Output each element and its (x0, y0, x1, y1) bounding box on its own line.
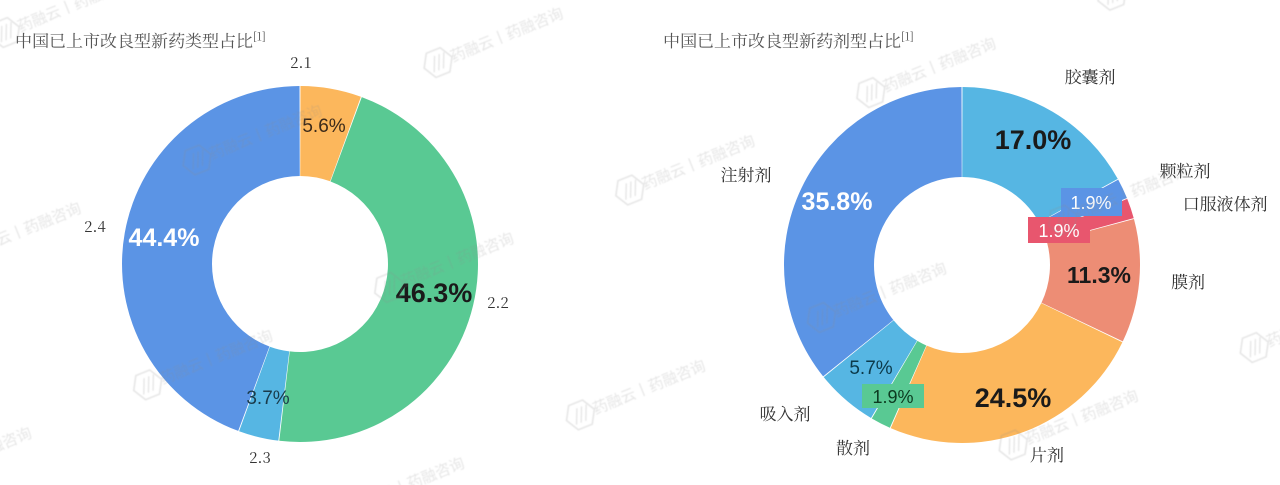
svg-text:44.4%: 44.4% (129, 224, 200, 252)
svg-text:片剂: 片剂 (1030, 441, 1064, 466)
svg-text:11.3%: 11.3% (1067, 262, 1131, 288)
svg-text:2.2: 2.2 (487, 292, 508, 313)
svg-text:3.7%: 3.7% (246, 388, 289, 409)
svg-text:46.3%: 46.3% (396, 278, 473, 308)
svg-text:5.6%: 5.6% (302, 116, 345, 137)
svg-text:2.4: 2.4 (84, 216, 105, 237)
svg-text:24.5%: 24.5% (975, 383, 1052, 413)
svg-text:口服液体剂: 口服液体剂 (1183, 190, 1268, 215)
svg-text:胶囊剂: 胶囊剂 (1065, 63, 1116, 88)
svg-text:2.1: 2.1 (290, 52, 311, 73)
svg-text:注射剂: 注射剂 (721, 161, 772, 186)
svg-text:吸入剂: 吸入剂 (760, 400, 811, 425)
svg-text:1.9%: 1.9% (1038, 221, 1079, 241)
svg-text:颗粒剂: 颗粒剂 (1160, 157, 1211, 182)
svg-text:散剂: 散剂 (836, 434, 870, 459)
svg-text:5.7%: 5.7% (849, 358, 892, 379)
svg-text:1.9%: 1.9% (872, 387, 913, 407)
svg-text:2.3: 2.3 (249, 447, 270, 468)
svg-text:膜剂: 膜剂 (1171, 268, 1205, 293)
svg-text:17.0%: 17.0% (995, 125, 1072, 155)
svg-text:35.8%: 35.8% (802, 188, 873, 216)
svg-text:1.9%: 1.9% (1070, 193, 1111, 213)
